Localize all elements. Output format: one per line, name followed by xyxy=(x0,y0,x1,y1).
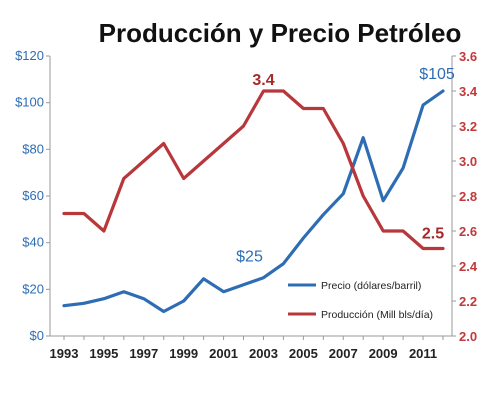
y-left-tick-label: $100 xyxy=(15,95,44,110)
x-tick-label: 1997 xyxy=(129,346,158,361)
y-left-tick-label: $60 xyxy=(22,188,44,203)
y-right-tick-label: 2.6 xyxy=(459,224,477,239)
chart-annotations: $105 $25 3.4 2.5 xyxy=(236,66,455,266)
y-left-tick-label: $120 xyxy=(15,48,44,63)
x-tick-label: 1995 xyxy=(89,346,118,361)
y-left-tick-label: $40 xyxy=(22,235,44,250)
x-tick-label: 1999 xyxy=(169,346,198,361)
x-tick-label: 2005 xyxy=(289,346,318,361)
chart-axes: $0 $20 $40 $60 $80 $100 $120 2.0 2.2 2.4 2.6 2.8 3.0… xyxy=(15,48,478,361)
chart-title: Producción y Precio Petróleo xyxy=(99,18,462,48)
series-line-precio xyxy=(62,89,445,314)
y-right-tick-label: 3.0 xyxy=(459,154,477,169)
x-tick-label: 2001 xyxy=(209,346,238,361)
y-right-tick-label: 2.2 xyxy=(459,294,477,309)
y-left-tick-label: $0 xyxy=(30,328,44,343)
x-tick-label: 2009 xyxy=(369,346,398,361)
y-right-tick-label: 3.4 xyxy=(459,84,478,99)
data-label: 3.4 xyxy=(252,72,274,89)
x-tick-label: 2007 xyxy=(329,346,358,361)
legend-label: Producción (Mill bls/día) xyxy=(321,309,433,321)
chart-legend: Precio (dólares/barril) Producción (Mill … xyxy=(288,280,433,321)
y-right-tick-label: 2.4 xyxy=(459,259,478,274)
legend-label: Precio (dólares/barril) xyxy=(321,280,421,292)
y-right-tick-label: 3.6 xyxy=(459,49,477,64)
y-right-tick-label: 2.0 xyxy=(459,329,477,344)
data-label: $25 xyxy=(236,249,263,266)
data-label: 2.5 xyxy=(422,226,444,243)
chart-series xyxy=(62,89,445,314)
x-tick-label: 2011 xyxy=(409,346,437,361)
data-label: $105 xyxy=(419,66,455,83)
y-right-tick-label: 2.8 xyxy=(459,189,477,204)
x-tick-label: 1993 xyxy=(50,346,79,361)
y-left-tick-label: $20 xyxy=(22,281,44,296)
series-line-produccion xyxy=(62,89,445,251)
y-right-tick-label: 3.2 xyxy=(459,119,477,134)
y-left-tick-label: $80 xyxy=(22,141,44,156)
x-tick-label: 2003 xyxy=(249,346,278,361)
